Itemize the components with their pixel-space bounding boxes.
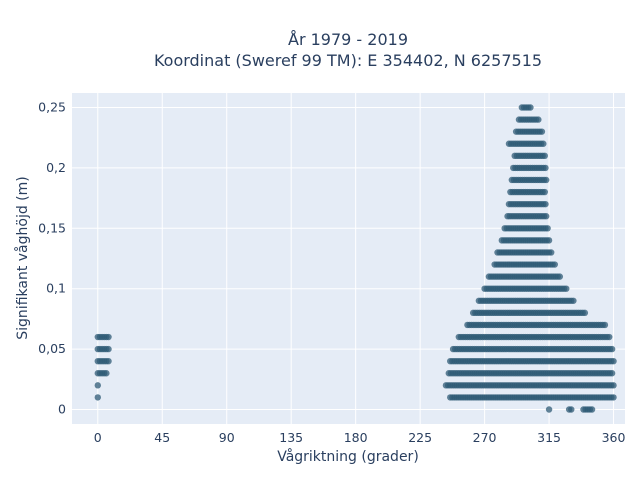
data-point	[551, 261, 558, 268]
y-tick-label: 0,05	[38, 341, 66, 356]
data-point	[540, 140, 547, 147]
plot-area	[72, 93, 625, 424]
data-point	[568, 406, 575, 413]
y-tick-label: 0,1	[46, 281, 66, 296]
data-point	[581, 309, 589, 317]
y-tick-label: 0	[58, 402, 66, 417]
data-points	[94, 104, 617, 413]
y-axis-label: Signifikant våghöjd (m)	[14, 176, 31, 339]
data-point	[527, 104, 534, 111]
data-point	[542, 200, 549, 208]
y-tick-label: 0,15	[38, 220, 66, 235]
data-point	[94, 394, 101, 401]
gridlines	[72, 93, 625, 424]
x-tick-label: 225	[408, 430, 432, 445]
x-axis-label: Vågriktning (grader)	[277, 448, 419, 465]
data-point	[544, 225, 551, 232]
data-point	[538, 128, 546, 135]
data-point	[542, 164, 549, 172]
data-point	[601, 321, 609, 329]
data-point	[548, 249, 555, 256]
data-point	[608, 370, 616, 377]
data-point	[610, 382, 617, 389]
data-point	[608, 345, 616, 353]
data-point	[541, 188, 548, 196]
data-point	[588, 406, 596, 413]
x-tick-label: 315	[537, 430, 561, 445]
data-point	[606, 333, 613, 341]
x-tick-label: 45	[154, 430, 170, 445]
x-tick-label: 135	[279, 430, 303, 445]
data-point	[105, 345, 112, 353]
x-tick-label: 360	[602, 430, 626, 445]
x-tick-label: 90	[219, 430, 235, 445]
data-point	[610, 357, 617, 365]
data-point	[570, 297, 577, 304]
x-tick-label: 180	[344, 430, 368, 445]
y-tick-label: 0,2	[46, 160, 66, 175]
data-point	[541, 152, 548, 160]
x-axis-ticks: 0 45 90 135 180 225 270 315 360	[94, 430, 626, 445]
chart-title-line-2: Koordinat (Sweref 99 TM): E 354402, N 62…	[154, 51, 542, 70]
data-point	[610, 394, 617, 401]
chart-title-line-1: År 1979 - 2019	[288, 30, 408, 49]
x-tick-label: 0	[94, 430, 102, 445]
data-point	[105, 357, 112, 365]
data-point	[535, 116, 542, 123]
data-point	[543, 176, 550, 184]
data-point	[545, 406, 553, 413]
data-point	[545, 237, 553, 244]
data-point	[103, 370, 110, 377]
y-tick-label: 0,25	[38, 99, 66, 114]
data-point	[543, 213, 550, 220]
y-axis-ticks: 0 0,05 0,1 0,15 0,2 0,25	[38, 99, 66, 416]
data-point	[94, 382, 101, 389]
data-point	[563, 285, 570, 292]
data-point	[556, 273, 564, 280]
x-tick-label: 270	[473, 430, 497, 445]
data-point	[105, 333, 112, 341]
